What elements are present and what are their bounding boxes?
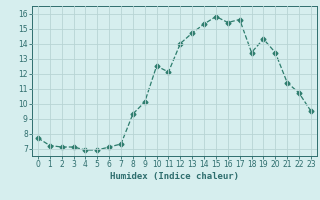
X-axis label: Humidex (Indice chaleur): Humidex (Indice chaleur) <box>110 172 239 181</box>
